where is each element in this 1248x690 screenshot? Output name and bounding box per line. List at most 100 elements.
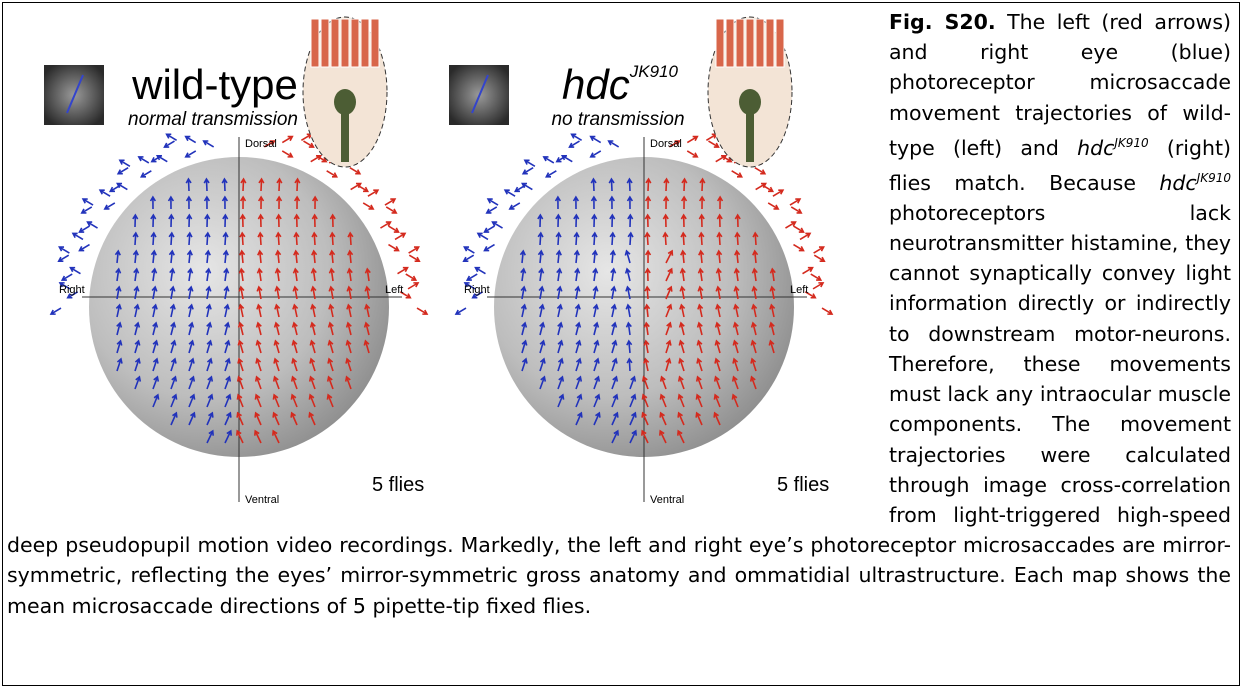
- arrow: [133, 267, 140, 282]
- axis-label: Dorsal: [245, 138, 277, 150]
- caption-label: Fig. S20.: [889, 10, 996, 34]
- arrow: [731, 393, 739, 408]
- arrow: [328, 285, 335, 300]
- arrow: [170, 339, 177, 354]
- arrow: [589, 135, 602, 144]
- arrow: [629, 393, 637, 408]
- arrow: [665, 249, 674, 264]
- arrow: [624, 249, 631, 264]
- arrow: [677, 429, 685, 444]
- arrow: [221, 177, 228, 192]
- arrow: [705, 133, 718, 141]
- arrow: [293, 213, 300, 228]
- arrow: [697, 285, 704, 300]
- arrow: [714, 339, 721, 354]
- arrow: [363, 321, 370, 336]
- arrow: [593, 393, 601, 408]
- arrow: [308, 375, 316, 390]
- arrow: [206, 411, 214, 426]
- arrow: [715, 303, 722, 318]
- arrow: [206, 393, 214, 408]
- arrow: [557, 321, 564, 336]
- arrow: [223, 285, 230, 300]
- arrow: [573, 213, 580, 228]
- arrow: [255, 321, 262, 336]
- arrow: [698, 231, 705, 246]
- arrow: [281, 135, 294, 144]
- arrow: [609, 249, 616, 264]
- arrow: [539, 375, 547, 390]
- arrow: [98, 189, 111, 197]
- arrow: [168, 213, 175, 228]
- arrow: [362, 202, 375, 210]
- arrow: [205, 285, 212, 300]
- arrow: [680, 213, 687, 228]
- arrow: [793, 243, 805, 252]
- arrow: [483, 225, 495, 233]
- arrow: [328, 303, 335, 318]
- arrow: [345, 357, 352, 372]
- arrow: [60, 273, 73, 281]
- arrow: [542, 156, 555, 164]
- arrow: [593, 375, 601, 390]
- arrow: [734, 231, 741, 246]
- arrow: [557, 393, 565, 408]
- arrow: [539, 357, 546, 372]
- arrow: [799, 232, 812, 241]
- arrow: [239, 249, 246, 264]
- arrow: [275, 213, 282, 228]
- arrow: [810, 273, 823, 281]
- arrow: [768, 339, 775, 354]
- arrow: [187, 285, 194, 300]
- arrow: [380, 221, 392, 229]
- arrow: [609, 231, 616, 246]
- arrow: [679, 303, 686, 318]
- arrow: [276, 177, 283, 192]
- arrow: [272, 393, 280, 408]
- arrow: [152, 339, 159, 354]
- arrow: [665, 285, 673, 300]
- arrow: [188, 411, 196, 426]
- arrow: [641, 393, 649, 408]
- arrow: [573, 231, 580, 246]
- arrow: [405, 273, 418, 281]
- arrow: [257, 195, 265, 210]
- arrow: [291, 357, 298, 372]
- head-icon-part: [735, 18, 745, 68]
- arrow: [734, 249, 741, 264]
- arrow: [659, 375, 667, 390]
- arrow: [485, 206, 498, 214]
- arrow: [813, 246, 825, 254]
- head-icon-part: [370, 18, 380, 68]
- arrow: [326, 375, 334, 390]
- gene-name: hdcJK910: [1159, 171, 1231, 195]
- arrow: [238, 303, 245, 318]
- arrow: [678, 339, 685, 354]
- arrow: [169, 267, 176, 282]
- arrow: [140, 170, 152, 178]
- arrow: [629, 411, 637, 426]
- arrow: [665, 321, 672, 336]
- arrow: [329, 231, 336, 246]
- arrow: [254, 411, 262, 426]
- arrow: [698, 195, 706, 210]
- arrow: [206, 321, 213, 336]
- arrow: [66, 291, 79, 299]
- head-icon-part: [725, 18, 735, 68]
- arrow: [254, 375, 262, 390]
- arrow: [609, 213, 616, 228]
- gene-allele: JK910: [1196, 170, 1231, 185]
- arrow: [665, 339, 672, 354]
- arrow: [644, 303, 651, 318]
- arrow: [399, 291, 412, 299]
- head-icon-part: [739, 89, 761, 115]
- arrow: [346, 285, 353, 300]
- arrow: [696, 357, 703, 372]
- arrow: [384, 198, 397, 206]
- arrow: [239, 231, 246, 246]
- gene-allele: JK910: [1114, 135, 1149, 150]
- arrow: [78, 243, 90, 252]
- arrow: [300, 133, 313, 141]
- arrow: [769, 303, 776, 318]
- arrow: [150, 213, 157, 228]
